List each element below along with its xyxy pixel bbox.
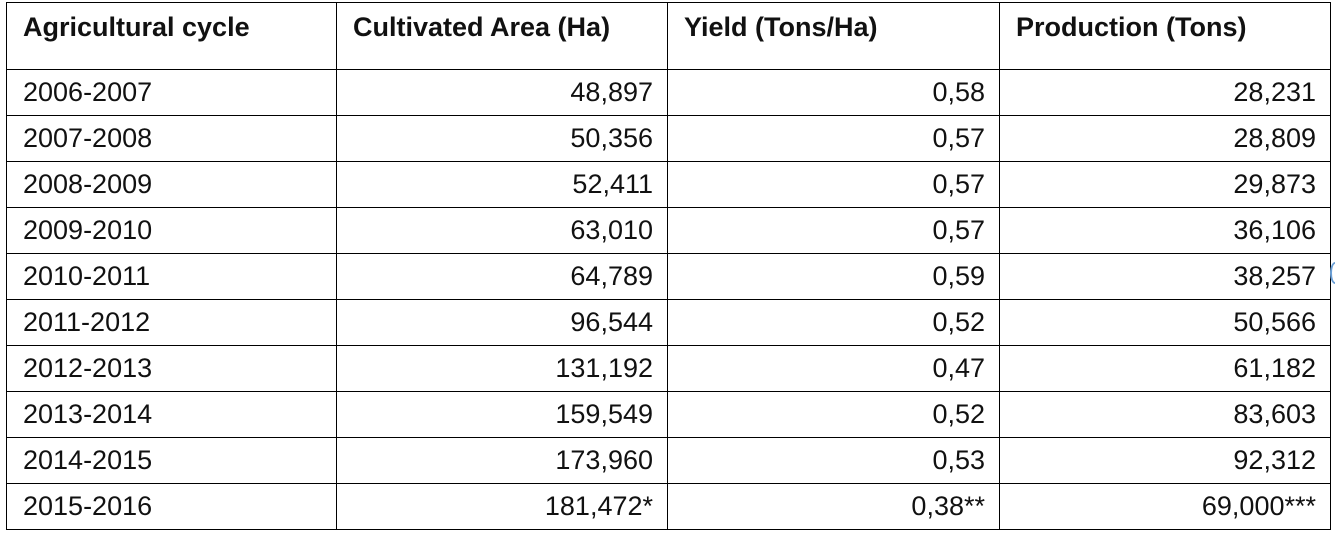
header-cultivated-area: Cultivated Area (Ha) bbox=[336, 2, 668, 70]
yield-cell: 0,38** bbox=[667, 483, 1000, 530]
yield-cell: 0,47 bbox=[667, 345, 1000, 392]
production-cell: 83,603 bbox=[999, 391, 1331, 438]
production-cell: 28,809 bbox=[999, 115, 1331, 162]
area-cell: 64,789 bbox=[336, 253, 668, 300]
table-row: 2014-2015 173,960 0,53 92,312 bbox=[6, 437, 1331, 484]
cycle-cell: 2012-2013 bbox=[6, 345, 337, 392]
production-cell: 38,257 bbox=[999, 253, 1331, 300]
area-cell: 50,356 bbox=[336, 115, 668, 162]
cycle-cell: 2015-2016 bbox=[6, 483, 337, 530]
area-cell: 63,010 bbox=[336, 207, 668, 254]
area-cell: 48,897 bbox=[336, 69, 668, 116]
cycle-cell: 2007-2008 bbox=[6, 115, 337, 162]
yield-cell: 0,59 bbox=[667, 253, 1000, 300]
production-cell: 92,312 bbox=[999, 437, 1331, 484]
yield-cell: 0,52 bbox=[667, 299, 1000, 346]
area-cell: 181,472* bbox=[336, 483, 668, 530]
cycle-cell: 2010-2011 bbox=[6, 253, 337, 300]
cycle-cell: 2008-2009 bbox=[6, 161, 337, 208]
table-row: 2011-2012 96,544 0,52 50,566 bbox=[6, 299, 1331, 346]
table-header-row: Agricultural cycle Cultivated Area (Ha) … bbox=[6, 2, 1331, 70]
header-yield: Yield (Tons/Ha) bbox=[667, 2, 1000, 70]
area-cell: 131,192 bbox=[336, 345, 668, 392]
header-production: Production (Tons) bbox=[999, 2, 1331, 70]
table-row: 2010-2011 64,789 0,59 38,257 bbox=[6, 253, 1331, 300]
area-cell: 52,411 bbox=[336, 161, 668, 208]
cycle-cell: 2011-2012 bbox=[6, 299, 337, 346]
table-row: 2015-2016 181,472* 0,38** 69,000*** bbox=[6, 483, 1331, 530]
area-cell: 96,544 bbox=[336, 299, 668, 346]
table-row: 2007-2008 50,356 0,57 28,809 bbox=[6, 115, 1331, 162]
header-agricultural-cycle: Agricultural cycle bbox=[6, 2, 337, 70]
production-cell: 61,182 bbox=[999, 345, 1331, 392]
table-row: 2006-2007 48,897 0,58 28,231 bbox=[6, 69, 1331, 116]
cycle-cell: 2009-2010 bbox=[6, 207, 337, 254]
table-row: 2009-2010 63,010 0,57 36,106 bbox=[6, 207, 1331, 254]
cycle-cell: 2013-2014 bbox=[6, 391, 337, 438]
yield-cell: 0,57 bbox=[667, 161, 1000, 208]
production-cell: 50,566 bbox=[999, 299, 1331, 346]
cycle-cell: 2014-2015 bbox=[6, 437, 337, 484]
yield-cell: 0,58 bbox=[667, 69, 1000, 116]
table-row: 2008-2009 52,411 0,57 29,873 bbox=[6, 161, 1331, 208]
data-table: Agricultural cycle Cultivated Area (Ha) … bbox=[6, 2, 1331, 530]
production-cell: 29,873 bbox=[999, 161, 1331, 208]
yield-cell: 0,52 bbox=[667, 391, 1000, 438]
edge-handle-icon bbox=[1330, 262, 1335, 284]
yield-cell: 0,57 bbox=[667, 207, 1000, 254]
cycle-cell: 2006-2007 bbox=[6, 69, 337, 116]
table-row: 2013-2014 159,549 0,52 83,603 bbox=[6, 391, 1331, 438]
yield-cell: 0,53 bbox=[667, 437, 1000, 484]
production-cell: 36,106 bbox=[999, 207, 1331, 254]
yield-cell: 0,57 bbox=[667, 115, 1000, 162]
production-cell: 28,231 bbox=[999, 69, 1331, 116]
table-row: 2012-2013 131,192 0,47 61,182 bbox=[6, 345, 1331, 392]
area-cell: 159,549 bbox=[336, 391, 668, 438]
area-cell: 173,960 bbox=[336, 437, 668, 484]
production-cell: 69,000*** bbox=[999, 483, 1331, 530]
